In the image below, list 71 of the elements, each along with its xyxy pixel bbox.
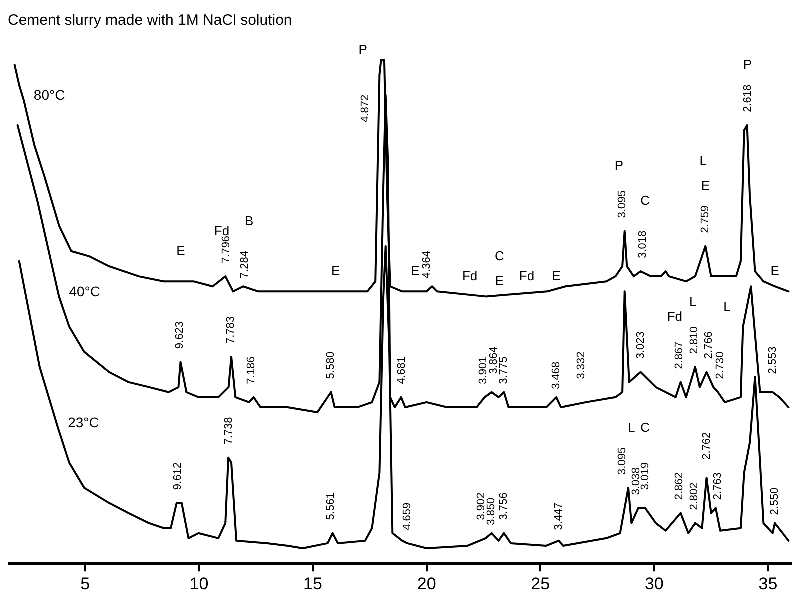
annotation: E <box>552 268 562 284</box>
annotation: 7.783 <box>225 316 238 344</box>
annotation: B <box>244 213 254 228</box>
annotation: 2.810 <box>688 326 700 354</box>
annotation: P <box>743 57 752 72</box>
annotation: 3.095 <box>616 447 629 475</box>
chart-title: Cement slurry made with 1M NaCl solution <box>8 12 292 30</box>
annotation: 3.468 <box>550 362 563 390</box>
annotation: 7.738 <box>222 417 235 445</box>
x-tick-label: 25 <box>531 574 550 594</box>
annotation: 7.796 <box>220 236 233 264</box>
annotation: L <box>628 420 636 435</box>
series-label: 40°C <box>69 284 100 300</box>
text: P <box>358 42 368 58</box>
annotation: L <box>690 294 697 309</box>
annotation: 9.612 <box>172 462 184 490</box>
x-tick-label: 10 <box>190 574 209 594</box>
x-tick-label: 5 <box>80 574 90 594</box>
annotation: 3.864 <box>488 346 500 374</box>
annotation: E <box>411 264 420 279</box>
annotation: 5.580 <box>325 352 338 380</box>
annotation: 3.019 <box>639 462 652 490</box>
x-tick-label: 30 <box>644 574 664 594</box>
annotation: 2.763 <box>712 472 724 500</box>
annotation: 4.659 <box>402 502 414 530</box>
annotation: 2.618 <box>742 84 754 112</box>
x-tick-label: 35 <box>758 574 778 594</box>
annotation: 3.901 <box>478 356 490 384</box>
annotation: 7.186 <box>246 356 258 384</box>
annotation: P <box>614 158 624 173</box>
annotation: 3.023 <box>634 332 647 360</box>
annotation: 3.756 <box>498 492 510 520</box>
annotation: 9.623 <box>174 322 186 350</box>
annotation: C <box>494 248 504 264</box>
annotation: 2.730 <box>714 352 726 380</box>
annotation: 7.284 <box>238 251 251 279</box>
annotation: 4.872 <box>359 94 372 122</box>
annotation: 3.095 <box>616 190 629 218</box>
annotation: 3.332 <box>576 352 588 380</box>
annotation: 3.902 <box>475 492 488 520</box>
annotation: 3.447 <box>552 502 565 530</box>
annotation: Fd <box>667 308 682 324</box>
annotation: E <box>701 178 710 194</box>
annotation: Fd <box>462 268 478 284</box>
annotation: 2.766 <box>703 332 716 360</box>
annotation: C <box>640 420 650 435</box>
annotation: 3.850 <box>486 498 498 526</box>
annotation: 4.364 <box>420 251 433 279</box>
annotation: 5.561 <box>325 492 338 520</box>
x-tick-label: 20 <box>417 574 436 594</box>
annotation: 2.862 <box>674 472 686 500</box>
annotation: E <box>331 264 340 279</box>
annotation: E <box>495 274 504 289</box>
annotation: E <box>770 264 780 279</box>
annotation: 2.550 <box>769 488 782 516</box>
annotation: 2.867 <box>674 342 686 370</box>
annotation: 2.802 <box>688 482 700 510</box>
annotation: E <box>176 244 186 259</box>
annotation: L <box>700 152 707 168</box>
series-label: 23°C <box>68 414 100 430</box>
annotation: 2.762 <box>700 432 713 460</box>
annotation: 3.018 <box>637 230 650 258</box>
annotation: L <box>724 298 731 314</box>
annotation: 3.775 <box>498 356 510 384</box>
annotation: 4.681 <box>396 356 408 384</box>
annotation: 2.759 <box>700 206 712 234</box>
annotation: C <box>640 193 650 208</box>
annotation: 2.553 <box>766 346 779 374</box>
annotation: Fd <box>519 268 535 284</box>
series-label: 80°C <box>34 87 66 104</box>
x-tick-label: 15 <box>304 574 322 594</box>
